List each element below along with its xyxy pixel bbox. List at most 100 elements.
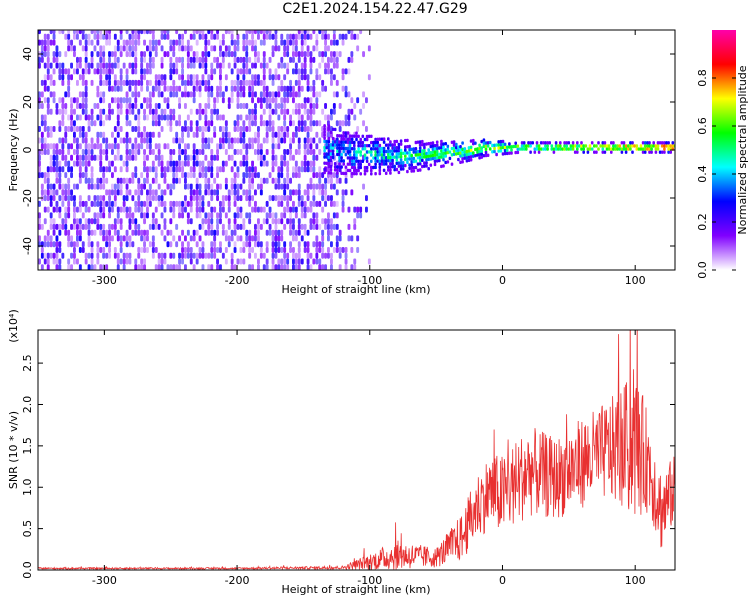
- spectrogram-noise-cell: [356, 45, 360, 52]
- spectrogram-noise-cell: [265, 212, 269, 219]
- spectrogram-noise-cell: [81, 45, 85, 52]
- spectrogram-noise-cell: [248, 200, 252, 207]
- spectrogram-noise-cell: [186, 45, 190, 52]
- spectrogram-noise-cell: [146, 137, 149, 144]
- spectrogram-signal-cell: [423, 148, 426, 153]
- spectrogram-noise-cell: [204, 103, 208, 109]
- spectrogram-noise-cell: [207, 143, 211, 150]
- spectrogram-noise-cell: [257, 183, 260, 190]
- spectrogram-noise-cell: [271, 212, 275, 219]
- spectrogram-noise-cell: [157, 79, 161, 86]
- spectrogram-noise-cell: [195, 189, 199, 196]
- spectrogram-noise-cell: [43, 114, 47, 121]
- spectrogram-noise-cell: [73, 206, 76, 213]
- spectrogram-noise-cell: [318, 74, 322, 81]
- spectrogram-noise-cell: [274, 229, 278, 236]
- spectrogram-noise-cell: [294, 258, 298, 265]
- spectrogram-noise-cell: [157, 74, 161, 81]
- spectrogram-noise-cell: [87, 218, 91, 225]
- spectrogram-signal-cell: [363, 147, 367, 151]
- snr-series-line: [38, 330, 675, 570]
- spectrogram-signal-cell: [643, 150, 647, 154]
- spectrogram-noise-cell: [52, 195, 56, 202]
- spectrogram-noise-cell: [163, 235, 167, 242]
- spectrogram-noise-cell: [239, 137, 243, 144]
- spectrogram-noise-cell: [283, 183, 287, 190]
- spectrogram-noise-cell: [76, 62, 79, 69]
- spectrogram-noise-cell: [312, 149, 316, 155]
- spectrogram-noise-cell: [163, 200, 167, 207]
- spectrogram-noise-cell: [46, 258, 50, 265]
- spectrogram-signal-cell: [531, 141, 534, 145]
- spectrogram-noise-cell: [283, 114, 287, 121]
- spectrogram-signal-cell: [393, 168, 396, 172]
- spectrogram-noise-cell: [297, 108, 301, 115]
- spectrogram-noise-cell: [219, 39, 222, 46]
- spectrogram-noise-cell: [184, 264, 187, 270]
- spectrogram-noise-cell: [186, 200, 190, 207]
- spectrogram-noise-cell: [122, 177, 126, 184]
- spectrogram-noise-cell: [306, 85, 310, 92]
- spectrogram-noise-cell: [341, 85, 345, 92]
- spectrogram-signal-cell: [497, 149, 500, 153]
- spectrogram-noise-cell: [213, 154, 217, 161]
- spectrogram-signal-cell: [421, 143, 424, 147]
- spectrogram-signal-cell: [325, 155, 328, 159]
- spectrogram-noise-cell: [280, 56, 284, 63]
- spectrogram-noise-cell: [306, 97, 310, 104]
- spectrogram-noise-cell: [230, 68, 234, 75]
- spectrogram-noise-cell: [286, 126, 290, 132]
- spectrogram-noise-cell: [64, 108, 68, 115]
- spectrogram-noise-cell: [268, 172, 272, 179]
- spectrogram-signal-cell: [387, 168, 390, 172]
- spectrogram-noise-cell: [116, 264, 120, 270]
- spectrogram-noise-cell: [122, 97, 126, 104]
- spectrogram-signal-cell: [429, 141, 433, 146]
- spectrogram-noise-cell: [125, 45, 129, 52]
- spectrogram-noise-cell: [198, 212, 202, 219]
- spectrogram-noise-cell: [248, 183, 252, 190]
- spectrogram-noise-cell: [105, 74, 109, 81]
- spectrogram-noise-cell: [245, 212, 249, 219]
- spectrogram-signal-cell: [499, 139, 503, 144]
- spectrogram-signal-cell: [336, 140, 339, 144]
- spectrogram-noise-cell: [280, 166, 284, 173]
- spectrogram-noise-cell: [248, 177, 252, 184]
- spectrogram-signal-cell: [363, 137, 367, 142]
- spectrogram-noise-cell: [245, 126, 249, 132]
- spectrogram-signal-cell: [382, 146, 386, 151]
- spectrogram-noise-cell: [64, 183, 68, 190]
- spectrogram-noise-cell: [294, 189, 298, 196]
- spectrogram-noise-cell: [236, 74, 240, 81]
- spectrogram-noise-cell: [166, 51, 170, 58]
- spectrogram-signal-cell: [546, 141, 549, 145]
- spectrogram-noise-cell: [46, 103, 50, 109]
- spectrogram-signal-cell: [336, 152, 339, 157]
- spectrogram-noise-cell: [265, 229, 269, 236]
- spectrogram-noise-cell: [128, 103, 132, 109]
- spectrogram-noise-cell: [201, 74, 205, 81]
- spectrogram-noise-cell: [163, 172, 167, 179]
- spectrogram-noise-cell: [265, 177, 269, 184]
- spectrogram-noise-cell: [116, 45, 120, 52]
- spectrogram-noise-cell: [248, 108, 252, 115]
- spectrogram-signal-cell: [391, 143, 394, 147]
- spectrogram-noise-cell: [166, 97, 170, 104]
- spectrogram-noise-cell: [204, 154, 208, 161]
- spectrogram-signal-cell: [461, 153, 464, 158]
- spectrogram-noise-cell: [283, 85, 287, 92]
- spectrogram-noise-cell: [210, 172, 214, 179]
- spectrogram-signal-cell: [433, 147, 437, 151]
- spectrogram-noise-cell: [242, 247, 246, 253]
- spectrogram-noise-cell: [280, 264, 284, 270]
- spectrogram-signal-cell: [455, 152, 458, 156]
- spectrogram-noise-cell: [96, 241, 100, 248]
- spectrogram-noise-cell: [262, 85, 266, 92]
- spectrogram-signal-cell: [590, 147, 594, 151]
- spectrogram-noise-cell: [210, 108, 214, 115]
- spectrogram-noise-cell: [64, 195, 68, 202]
- spectrogram-noise-cell: [178, 177, 181, 184]
- spectrogram-noise-cell: [254, 223, 257, 230]
- spectrogram-noise-cell: [318, 166, 322, 173]
- spectrogram-noise-cell: [236, 235, 240, 242]
